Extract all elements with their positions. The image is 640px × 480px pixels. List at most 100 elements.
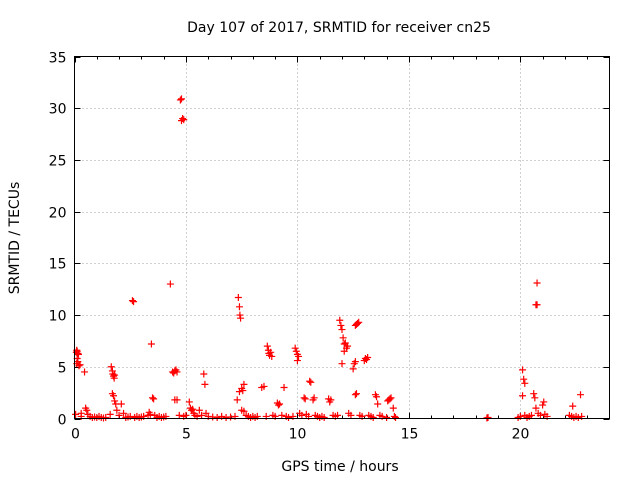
data-point-marker <box>364 353 372 361</box>
data-point-marker <box>260 382 268 390</box>
data-point-marker <box>532 404 540 412</box>
data-point-marker <box>117 400 125 408</box>
x-tick-label: 10 <box>289 427 307 443</box>
data-point-marker <box>278 411 286 419</box>
data-point-marker <box>389 404 397 412</box>
data-point-marker <box>75 350 83 358</box>
data-point-marker <box>102 413 110 421</box>
data-point-marker <box>146 410 154 418</box>
data-point-marker <box>337 321 345 329</box>
data-point-marker <box>310 394 318 402</box>
data-point-marker <box>540 398 548 406</box>
data-point-marker <box>75 362 83 370</box>
data-point-marker <box>76 361 84 369</box>
data-point-marker <box>352 390 360 398</box>
data-point-marker <box>128 297 136 305</box>
data-point-marker <box>307 378 315 386</box>
data-point-marker <box>536 411 544 419</box>
data-point-marker <box>239 387 247 395</box>
data-point-marker <box>295 352 303 360</box>
x-tick-label: 15 <box>401 427 419 443</box>
data-point-marker <box>176 96 184 104</box>
x-tick-labels: 0 5 10 15 20 <box>71 427 529 443</box>
data-point-marker <box>347 411 355 419</box>
x-tick-label: 0 <box>71 427 80 443</box>
data-point-marker <box>81 368 89 376</box>
data-point-marker <box>355 318 363 326</box>
data-point-marker <box>392 413 399 421</box>
y-tick-labels: 0 5 10 15 20 25 30 35 <box>49 51 67 429</box>
data-point-marker <box>178 95 185 103</box>
data-point-marker <box>336 316 344 324</box>
data-point-marker <box>351 391 359 399</box>
data-point-marker <box>320 413 328 421</box>
data-point-marker <box>519 392 527 400</box>
data-point-marker <box>150 395 158 403</box>
data-point-marker <box>387 394 395 402</box>
data-point-marker <box>521 379 529 387</box>
data-point-marker <box>373 393 381 401</box>
data-point-marker <box>147 340 155 348</box>
data-point-marker <box>240 380 248 388</box>
chart-title: Day 107 of 2017, SRMTID for receiver cn2… <box>187 20 491 36</box>
data-point-marker <box>327 396 335 404</box>
data-point-marker <box>306 377 314 385</box>
y-tick-label: 25 <box>49 154 67 170</box>
data-point-marker <box>291 344 299 352</box>
data-point-marker <box>107 363 115 371</box>
data-point-marker <box>234 293 242 301</box>
y-tick-label: 30 <box>49 102 67 118</box>
data-point-marker <box>166 280 174 288</box>
data-point-marker <box>386 395 394 403</box>
data-point-marker <box>72 410 80 418</box>
x-tick-label: 5 <box>182 427 191 443</box>
data-point-marker <box>268 352 276 360</box>
data-point-marker <box>110 392 118 400</box>
data-point-marker <box>213 413 221 421</box>
data-point-marker <box>274 401 282 409</box>
data-point-marker <box>577 391 585 399</box>
data-point-marker <box>175 411 183 419</box>
y-tick-label: 5 <box>58 361 67 377</box>
data-point-marker <box>182 411 190 419</box>
data-point-marker <box>484 413 492 421</box>
data-point-marker <box>349 365 357 373</box>
data-point-marker <box>533 279 541 287</box>
data-point-marker <box>276 400 284 408</box>
data-point-marker <box>185 398 193 406</box>
data-point-marker <box>301 395 309 403</box>
data-point-marker <box>298 411 306 419</box>
data-point-marker <box>338 326 346 334</box>
x-tick-label: 20 <box>512 427 530 443</box>
data-point-marker <box>263 342 271 350</box>
data-point-marker <box>285 413 292 421</box>
data-point-marker <box>106 410 114 418</box>
data-point-marker <box>293 357 301 365</box>
data-point-marker <box>340 347 348 355</box>
data-point-marker <box>237 314 245 322</box>
data-point-marker <box>189 405 197 413</box>
data-point-marker <box>533 301 541 309</box>
data-point-marker <box>383 413 391 421</box>
data-point-marker <box>267 348 275 356</box>
data-point-marker <box>527 411 535 419</box>
data-point-marker <box>111 397 119 405</box>
data-point-marker <box>236 311 244 319</box>
y-axis-label: SRMTID / TECUs <box>7 182 23 295</box>
data-point-marker <box>180 116 188 124</box>
data-point-marker <box>292 347 300 355</box>
grid-lines <box>74 56 610 419</box>
data-point-marker <box>344 342 352 350</box>
data-point-marker <box>280 383 288 391</box>
data-point-marker <box>374 400 382 408</box>
data-point-marker <box>195 406 203 414</box>
data-point-marker <box>201 380 209 388</box>
data-point-marker <box>233 396 241 404</box>
y-tick-label: 20 <box>49 206 67 222</box>
data-point-marker <box>569 402 577 410</box>
plot-frame <box>74 56 610 419</box>
data-point-marker <box>115 411 123 419</box>
data-point-marker <box>531 394 539 402</box>
data-point-marker <box>130 298 138 306</box>
